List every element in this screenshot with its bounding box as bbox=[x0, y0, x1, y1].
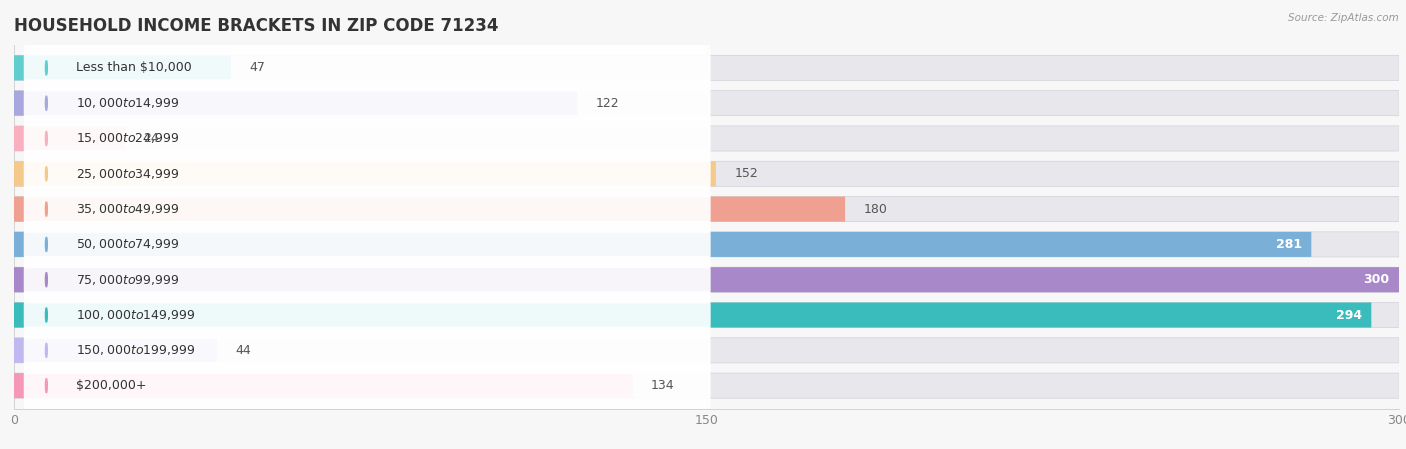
Text: $35,000 to $49,999: $35,000 to $49,999 bbox=[76, 202, 180, 216]
FancyBboxPatch shape bbox=[14, 197, 845, 222]
Text: 180: 180 bbox=[863, 202, 887, 216]
Text: $75,000 to $99,999: $75,000 to $99,999 bbox=[76, 273, 180, 287]
Circle shape bbox=[45, 379, 48, 393]
FancyBboxPatch shape bbox=[14, 373, 1399, 398]
Circle shape bbox=[45, 61, 48, 75]
Circle shape bbox=[45, 96, 48, 110]
Circle shape bbox=[45, 202, 48, 216]
FancyBboxPatch shape bbox=[24, 79, 710, 127]
FancyBboxPatch shape bbox=[14, 161, 1399, 186]
Circle shape bbox=[45, 308, 48, 322]
FancyBboxPatch shape bbox=[14, 232, 1312, 257]
Text: $15,000 to $24,999: $15,000 to $24,999 bbox=[76, 132, 180, 145]
Text: 281: 281 bbox=[1275, 238, 1302, 251]
FancyBboxPatch shape bbox=[14, 55, 1399, 80]
Text: 24: 24 bbox=[143, 132, 159, 145]
FancyBboxPatch shape bbox=[14, 126, 1399, 151]
Text: HOUSEHOLD INCOME BRACKETS IN ZIP CODE 71234: HOUSEHOLD INCOME BRACKETS IN ZIP CODE 71… bbox=[14, 17, 499, 35]
FancyBboxPatch shape bbox=[24, 362, 710, 409]
FancyBboxPatch shape bbox=[14, 267, 1399, 292]
FancyBboxPatch shape bbox=[14, 303, 1371, 328]
FancyBboxPatch shape bbox=[14, 161, 716, 186]
FancyBboxPatch shape bbox=[14, 197, 1399, 222]
FancyBboxPatch shape bbox=[14, 91, 1399, 116]
Text: Less than $10,000: Less than $10,000 bbox=[76, 62, 193, 75]
Text: 44: 44 bbox=[236, 344, 252, 357]
FancyBboxPatch shape bbox=[14, 267, 1399, 292]
Circle shape bbox=[45, 131, 48, 145]
Text: $200,000+: $200,000+ bbox=[76, 379, 146, 392]
FancyBboxPatch shape bbox=[14, 303, 1399, 328]
FancyBboxPatch shape bbox=[24, 256, 710, 304]
FancyBboxPatch shape bbox=[24, 44, 710, 92]
FancyBboxPatch shape bbox=[24, 326, 710, 374]
Text: $10,000 to $14,999: $10,000 to $14,999 bbox=[76, 96, 180, 110]
Text: $25,000 to $34,999: $25,000 to $34,999 bbox=[76, 167, 180, 181]
FancyBboxPatch shape bbox=[24, 115, 710, 162]
Text: $150,000 to $199,999: $150,000 to $199,999 bbox=[76, 343, 195, 357]
Text: $50,000 to $74,999: $50,000 to $74,999 bbox=[76, 238, 180, 251]
FancyBboxPatch shape bbox=[24, 150, 710, 198]
Text: 134: 134 bbox=[651, 379, 675, 392]
FancyBboxPatch shape bbox=[14, 232, 1399, 257]
FancyBboxPatch shape bbox=[14, 91, 578, 116]
FancyBboxPatch shape bbox=[24, 220, 710, 268]
Text: Source: ZipAtlas.com: Source: ZipAtlas.com bbox=[1288, 13, 1399, 23]
FancyBboxPatch shape bbox=[24, 291, 710, 339]
Circle shape bbox=[45, 273, 48, 287]
Text: 300: 300 bbox=[1364, 273, 1389, 286]
Text: 122: 122 bbox=[596, 97, 620, 110]
Circle shape bbox=[45, 167, 48, 181]
Text: 152: 152 bbox=[734, 167, 758, 180]
Circle shape bbox=[45, 237, 48, 251]
FancyBboxPatch shape bbox=[14, 55, 231, 80]
Text: 294: 294 bbox=[1336, 308, 1362, 321]
FancyBboxPatch shape bbox=[14, 126, 125, 151]
Text: $100,000 to $149,999: $100,000 to $149,999 bbox=[76, 308, 195, 322]
Text: 47: 47 bbox=[249, 62, 266, 75]
FancyBboxPatch shape bbox=[14, 338, 218, 363]
FancyBboxPatch shape bbox=[24, 185, 710, 233]
FancyBboxPatch shape bbox=[14, 338, 1399, 363]
Circle shape bbox=[45, 343, 48, 357]
FancyBboxPatch shape bbox=[14, 373, 633, 398]
